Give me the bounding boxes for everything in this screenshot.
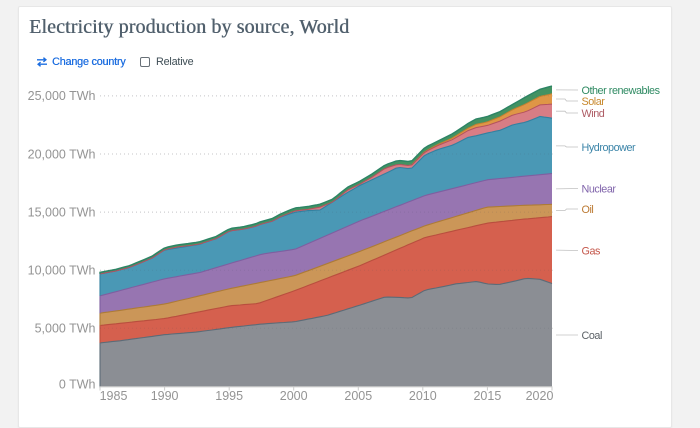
- svg-text:10,000 TWh: 10,000 TWh: [28, 264, 96, 278]
- svg-text:Wind: Wind: [582, 108, 605, 120]
- svg-text:5,000 TWh: 5,000 TWh: [35, 322, 96, 336]
- svg-text:15,000 TWh: 15,000 TWh: [28, 205, 96, 219]
- svg-text:25,000 TWh: 25,000 TWh: [28, 89, 96, 103]
- svg-text:20,000 TWh: 20,000 TWh: [28, 147, 96, 161]
- svg-text:1990: 1990: [151, 389, 179, 403]
- svg-text:Gas: Gas: [582, 245, 602, 257]
- svg-text:Solar: Solar: [582, 96, 606, 108]
- svg-text:2020: 2020: [526, 389, 554, 403]
- svg-text:1985: 1985: [100, 389, 128, 403]
- svg-text:Nuclear: Nuclear: [582, 183, 617, 195]
- svg-text:Hydropower: Hydropower: [582, 142, 637, 154]
- svg-text:2000: 2000: [280, 389, 308, 403]
- svg-text:2010: 2010: [409, 389, 437, 403]
- svg-text:2015: 2015: [473, 389, 501, 403]
- svg-text:2005: 2005: [344, 389, 372, 403]
- svg-text:Oil: Oil: [582, 204, 594, 216]
- svg-text:Other renewables: Other renewables: [582, 85, 661, 97]
- svg-text:Coal: Coal: [582, 330, 602, 342]
- svg-text:1995: 1995: [215, 389, 243, 403]
- svg-text:0 TWh: 0 TWh: [59, 378, 96, 392]
